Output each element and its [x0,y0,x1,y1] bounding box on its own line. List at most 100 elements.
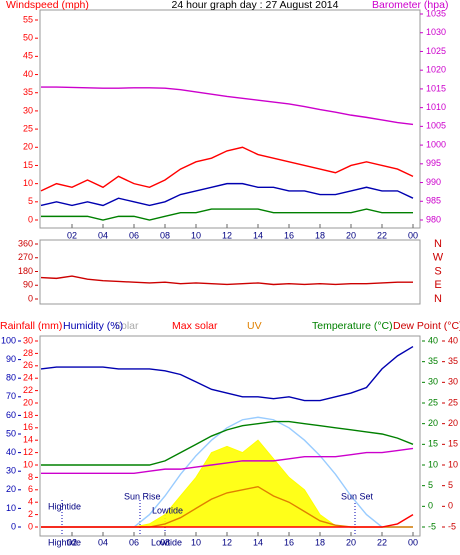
y-tick-label: 5 [448,480,453,490]
y-tick-label: 20 [23,142,33,152]
y-tick-label: 20 [428,418,438,428]
y-tick-label: 0 [28,214,33,224]
line [40,146,414,192]
y-tick-label: 20 [6,484,16,494]
y-tick-label: 30 [23,335,33,345]
event-label: Sun Rise [124,491,161,501]
legend-max-solar: Max solar [172,320,218,332]
chart-title: 24 hour graph day : 27 August 2014 [172,0,339,11]
y-tick-label: 10 [23,178,33,188]
legend-humidity: Humidity (%) [63,320,123,332]
y-tick-label: 5 [28,196,33,206]
legend-temperature: Temperature (°C) [312,320,393,332]
y-tick-label: 55 [23,14,33,24]
y-tick-label: 20 [23,397,33,407]
y-tick-label: 90 [23,280,33,290]
line [41,513,414,528]
x-tick-label: 06 [129,537,139,547]
y-tick-label: 25 [428,397,438,407]
y-tick-label: 6 [28,484,33,494]
line [41,86,414,126]
y-tick-label: 0 [428,501,433,511]
x-tick-label: 14 [253,537,263,547]
y-tick-label: 70 [6,391,16,401]
y-tick-label: 50 [23,33,33,43]
y-tick-label: 1010 [426,102,446,112]
y-tick-label: 1020 [426,65,446,75]
line [41,447,414,474]
x-tick-label: 20 [346,537,356,547]
x-tick-label: 16 [284,230,294,240]
x-tick-label: 18 [315,230,325,240]
y-tick-label: 40 [6,447,16,457]
x-tick-label: 00 [408,537,418,547]
direction-label: N [434,238,442,250]
y-tick-label: 40 [23,69,33,79]
event-label: Hightide [48,501,81,511]
y-tick-label: 28 [23,348,33,358]
x-tick-label: 04 [98,230,108,240]
x-tick-label: 14 [253,230,263,240]
line [40,275,413,286]
x-tick-label: 10 [191,537,201,547]
y-tick-label: 5 [428,480,433,490]
x-tick-label: 02 [67,537,77,547]
y-tick-label: 60 [6,410,16,420]
y-tick-label: 10 [6,503,16,513]
y-tick-label: 10 [428,459,438,469]
y-tick-label: 16 [23,422,33,432]
line [40,345,414,402]
y-tick-label: 35 [428,356,438,366]
y-tick-label: 1005 [426,121,446,131]
y-tick-label: 0 [11,521,16,531]
wind-panel [39,9,421,229]
x-tick-label: 16 [284,537,294,547]
y-tick-label: 30 [6,466,16,476]
y-tick-label: 0 [28,521,33,531]
x-tick-label: 12 [222,537,232,547]
y-tick-label: 12 [23,447,33,457]
y-tick-label: 14 [23,435,33,445]
y-tick-label: 25 [23,123,33,133]
legend-rainfall: Rainfall (mm) [0,320,62,332]
legend-solar: Solar [114,320,139,332]
y-tick-label: 10 [23,459,33,469]
y-tick-label: 1000 [426,139,446,149]
y-tick-label: 20 [448,418,458,428]
y-tick-label: 995 [426,158,441,168]
y-tick-label: 1025 [426,46,446,56]
y-tick-label: 980 [426,214,441,224]
x-tick-label: 10 [191,230,201,240]
y-tick-label: 0 [448,501,453,511]
y-tick-label: 30 [428,377,438,387]
y-tick-label: 80 [6,373,16,383]
y-tick-label: 1015 [426,83,446,93]
x-tick-label: 18 [315,537,325,547]
event-label: Hightide [48,537,81,547]
event-label: Sun Set [341,491,374,501]
y-tick-label: 2 [28,509,33,519]
x-tick-label: 22 [377,537,387,547]
y-tick-label: 18 [23,410,33,420]
direction-label: E [434,279,441,291]
x-tick-label: 08 [160,537,170,547]
legend-dew-point: Dew Point (°C) [393,320,460,332]
y-tick-label: 40 [428,335,438,345]
wind-label: Windspeed (mph) [6,0,89,11]
legend-uv: UV [247,320,262,332]
event-label: Lowtide [151,537,182,547]
y-tick-label: 0 [28,293,33,303]
y-tick-label: -5 [428,521,436,531]
y-tick-label: 270 [18,252,33,262]
y-tick-label: 15 [23,160,33,170]
y-tick-label: 15 [448,439,458,449]
y-tick-label: 30 [23,105,33,115]
line [41,420,414,466]
y-tick-label: 4 [28,497,33,507]
y-tick-label: 90 [6,354,16,364]
direction-label: S [434,265,441,277]
y-tick-label: -5 [448,521,456,531]
y-tick-label: 24 [23,373,33,383]
x-tick-label: 04 [98,537,108,547]
